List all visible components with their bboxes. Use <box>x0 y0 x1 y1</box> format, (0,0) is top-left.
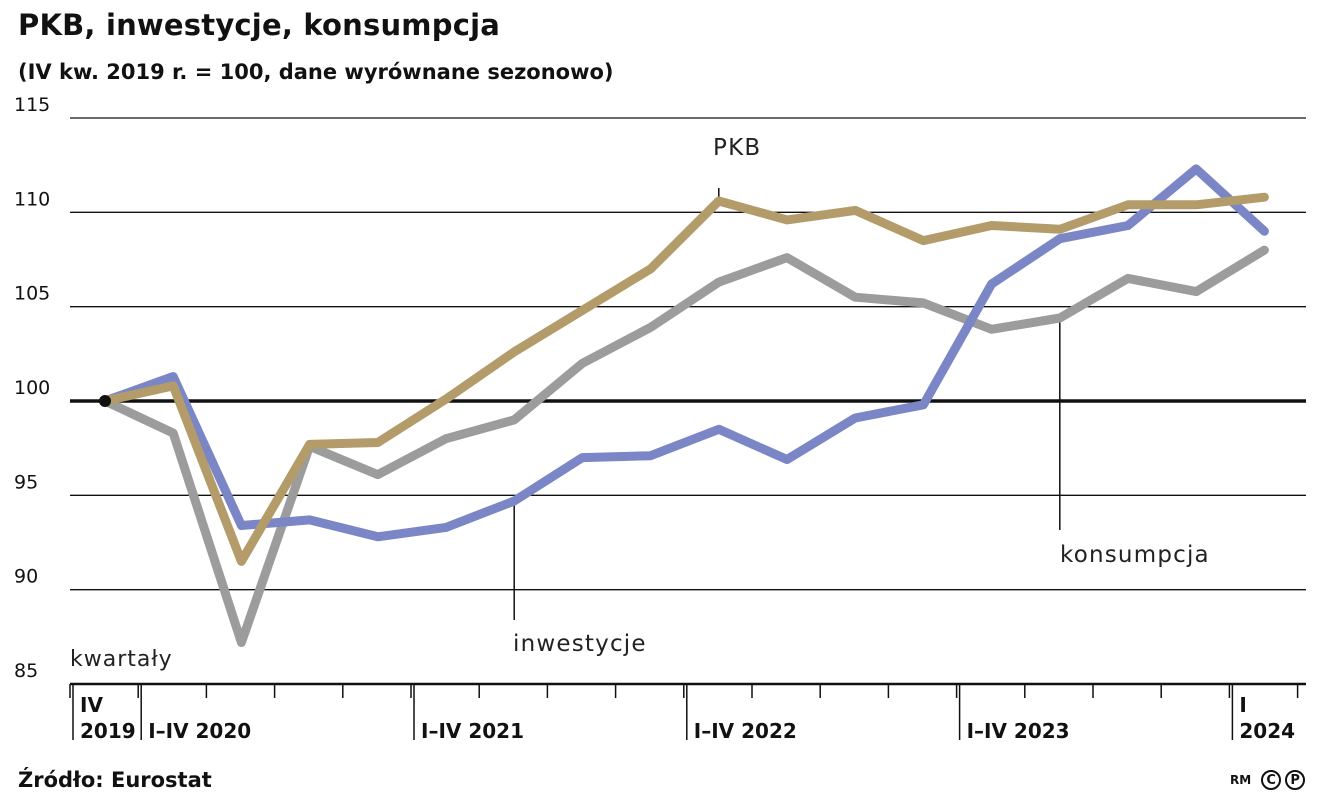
x-group-label-3: I–IV 2022 <box>694 719 797 743</box>
series-label-PKB: PKB <box>713 135 761 161</box>
x-group-label-4: I–IV 2023 <box>967 719 1070 743</box>
x-group-label-2: I–IV 2021 <box>421 719 524 743</box>
source-note: Źródło: Eurostat <box>18 768 212 792</box>
series-label-inwestycje: inwestycje <box>513 631 647 657</box>
y-tick-label-110: 110 <box>14 188 50 210</box>
series-lines <box>99 164 1269 647</box>
y-tick-label-85: 85 <box>14 660 38 682</box>
series-label-leaders <box>513 188 1061 620</box>
chart-subtitle: (IV kw. 2019 r. = 100, dane wyrównane se… <box>18 60 614 84</box>
series-label-konsumpcja: konsumpcja <box>1060 542 1210 568</box>
x-group-label-1: I–IV 2020 <box>148 719 251 743</box>
credit-mark: RM C P <box>1230 770 1306 790</box>
y-tick-labels: 115 110 105 100 95 90 85 <box>14 94 50 682</box>
series-line-inwestycje <box>100 164 1269 542</box>
x-group-label-line1-0: IV <box>80 693 103 717</box>
y-tick-label-105: 105 <box>14 283 50 305</box>
base-point-marker <box>99 395 111 407</box>
x-group-label-0: 2019 <box>80 719 136 743</box>
series-line-PKB <box>100 192 1269 566</box>
series-line-konsumpcja <box>100 245 1269 647</box>
copyright-icon: C <box>1261 770 1282 790</box>
y-tick-label-100: 100 <box>14 377 50 399</box>
y-tick-label-90: 90 <box>14 566 38 588</box>
y-tick-label-95: 95 <box>14 471 38 493</box>
series-labels: PKB inwestycje konsumpcja <box>513 135 1210 657</box>
x-group-label-5: 2024 <box>1239 719 1295 743</box>
chart-title: PKB, inwestycje, konsumpcja <box>18 8 500 42</box>
credit-rm: RM <box>1230 773 1252 787</box>
x-axis-label: kwartały <box>70 647 173 672</box>
x-group-label-line1-5: I <box>1239 693 1246 717</box>
y-tick-label-115: 115 <box>14 94 50 116</box>
phonogram-icon: P <box>1285 770 1306 790</box>
